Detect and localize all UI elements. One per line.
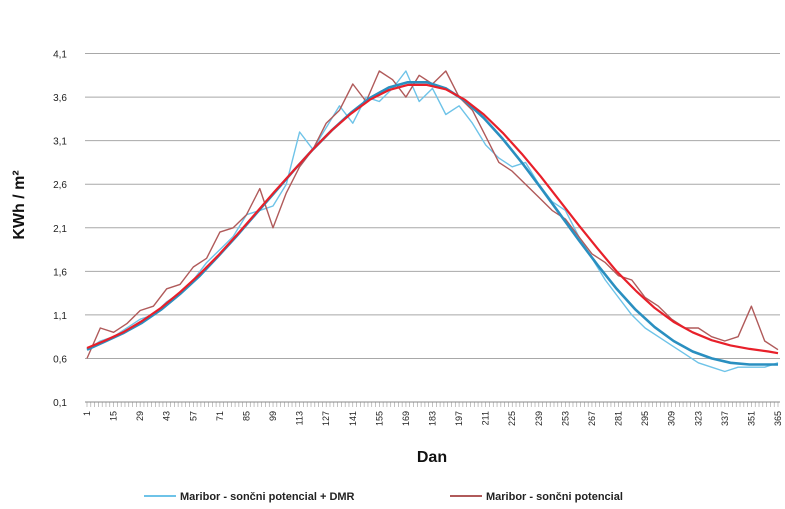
y-axis-tick-labels: 0,1 0,6 1,1 1,6 2,1 2,6 3,1 3,6 4,1 — [53, 50, 67, 409]
x-axis-ticks — [86, 402, 779, 407]
legend-label-dmr: Maribor - sončni potencial + DMR — [180, 491, 355, 503]
y-tick-label: 3,1 — [53, 137, 67, 148]
x-tick-label: 239 — [534, 411, 544, 426]
x-tick-label: 113 — [295, 411, 305, 425]
x-tick-label: 323 — [693, 411, 703, 426]
trend-line-dmr — [86, 81, 778, 366]
x-tick-label: 211 — [481, 411, 491, 425]
x-tick-label: 99 — [268, 411, 278, 421]
x-tick-label: 183 — [428, 411, 438, 426]
y-axis-title: KWh / m² — [11, 170, 28, 239]
x-tick-label: 197 — [454, 411, 464, 426]
x-tick-label: 141 — [348, 411, 358, 426]
series-lines — [86, 70, 779, 373]
x-tick-label: 169 — [401, 411, 411, 426]
x-tick-label: 337 — [720, 411, 730, 426]
y-tick-label: 3,6 — [53, 93, 67, 104]
y-tick-label: 0,1 — [53, 398, 67, 409]
x-tick-label: 267 — [587, 411, 597, 426]
y-tick-label: 0,6 — [53, 354, 67, 365]
x-tick-label: 295 — [640, 411, 650, 426]
x-tick-label: 365 — [773, 411, 783, 426]
x-tick-label: 43 — [162, 411, 172, 421]
x-tick-label: 71 — [215, 411, 225, 421]
x-tick-label: 281 — [614, 411, 624, 426]
gridlines — [85, 53, 780, 359]
x-tick-label: 29 — [135, 411, 145, 421]
x-tick-label: 127 — [321, 411, 331, 426]
y-tick-label: 2,1 — [53, 224, 67, 235]
legend: Maribor - sončni potencial + DMR Maribor… — [144, 491, 623, 503]
x-tick-label: 155 — [374, 411, 384, 426]
series-line-dmr — [86, 70, 779, 373]
y-tick-label: 1,1 — [53, 311, 67, 322]
x-tick-label: 309 — [667, 411, 677, 426]
x-tick-label: 15 — [109, 411, 119, 421]
x-tick-label: 253 — [560, 411, 570, 426]
y-tick-label: 4,1 — [53, 50, 67, 61]
x-axis-title: Dan — [417, 449, 447, 466]
x-tick-label: 57 — [188, 411, 198, 421]
trend-line-potencial — [86, 83, 779, 355]
legend-label-potencial: Maribor - sončni potencial — [486, 491, 623, 503]
x-tick-label: 85 — [241, 411, 251, 421]
x-tick-label: 225 — [507, 411, 517, 426]
x-tick-label: 1 — [82, 411, 92, 416]
y-tick-label: 2,6 — [53, 180, 67, 191]
y-tick-label: 1,6 — [53, 267, 67, 278]
x-axis-tick-labels: 1 15 29 43 57 71 85 99 113 127 141 155 169 183 197 211 2… — [82, 411, 783, 426]
x-tick-label: 351 — [746, 411, 756, 426]
